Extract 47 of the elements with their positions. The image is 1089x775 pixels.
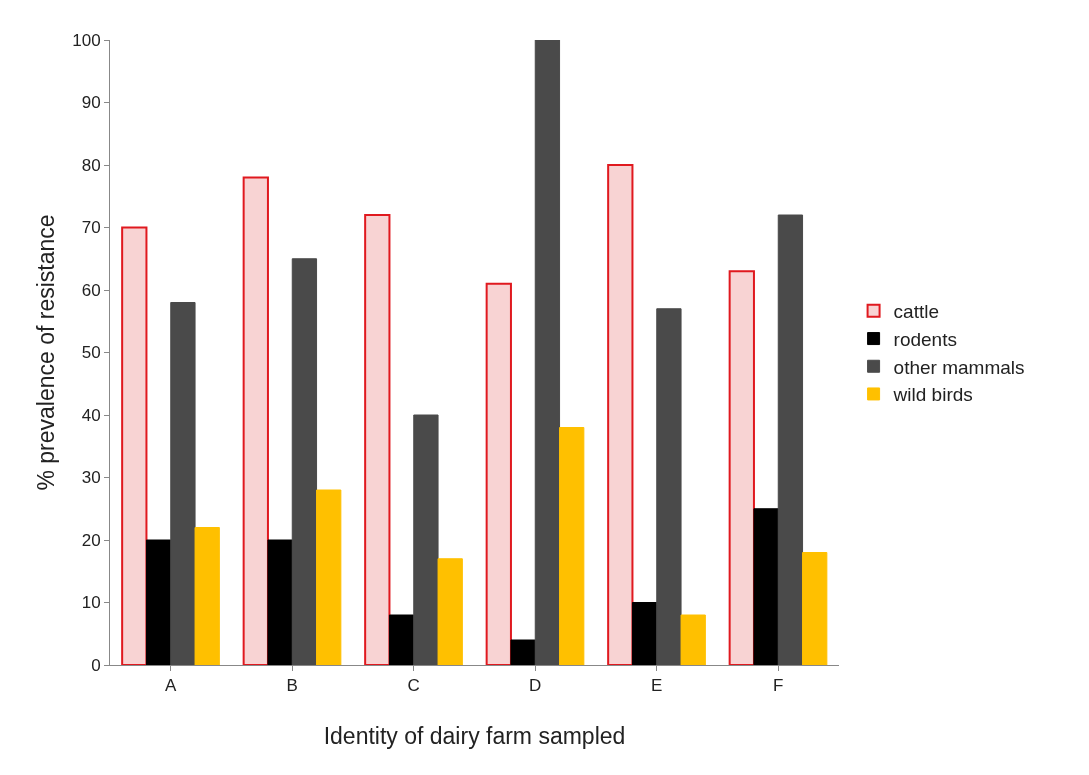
x-tick-label: B xyxy=(286,676,298,696)
y-tick-label: 30 xyxy=(81,468,101,488)
y-tick-label: 10 xyxy=(81,593,101,613)
bar xyxy=(680,614,706,665)
bar xyxy=(510,639,536,665)
bar xyxy=(170,302,196,665)
legend-label: rodents xyxy=(893,328,957,350)
y-tick-label: 0 xyxy=(91,655,101,675)
bar xyxy=(656,308,682,665)
x-tick-label: F xyxy=(773,676,784,696)
bar xyxy=(267,539,293,665)
bar xyxy=(559,427,585,665)
y-tick-label: 100 xyxy=(72,30,101,50)
x-tick-label: C xyxy=(407,676,420,696)
x-tick-label: E xyxy=(651,676,663,696)
legend-label: cattle xyxy=(893,301,939,323)
bar xyxy=(194,527,220,665)
bar xyxy=(777,214,804,665)
bar xyxy=(631,602,658,665)
bar xyxy=(413,414,439,665)
y-tick-label: 50 xyxy=(81,343,101,363)
bar xyxy=(753,508,779,665)
legend-label: other mammals xyxy=(893,356,1025,378)
y-tick-label: 20 xyxy=(81,530,101,550)
x-tick-label: A xyxy=(165,676,178,696)
y-tick-label: 60 xyxy=(81,280,101,300)
bar xyxy=(728,270,755,665)
y-tick-label: 90 xyxy=(81,93,101,113)
y-tick-label: 80 xyxy=(81,155,101,175)
bar xyxy=(242,176,269,665)
bar xyxy=(388,614,415,665)
bar xyxy=(534,40,561,665)
bar xyxy=(316,489,342,665)
bar xyxy=(145,539,172,665)
y-axis-title: % prevalence of resistance xyxy=(33,214,59,491)
bar xyxy=(364,214,391,665)
bar xyxy=(802,552,828,665)
x-axis-title: Identity of dairy farm sampled xyxy=(323,723,626,749)
bar xyxy=(121,226,148,665)
legend-label: wild birds xyxy=(892,384,973,406)
y-tick-label: 40 xyxy=(81,405,101,425)
bar xyxy=(437,558,463,665)
bar xyxy=(485,282,512,665)
x-tick-label: D xyxy=(529,676,542,696)
bar xyxy=(607,164,634,665)
y-tick-label: 70 xyxy=(81,218,101,238)
bar xyxy=(291,258,318,665)
